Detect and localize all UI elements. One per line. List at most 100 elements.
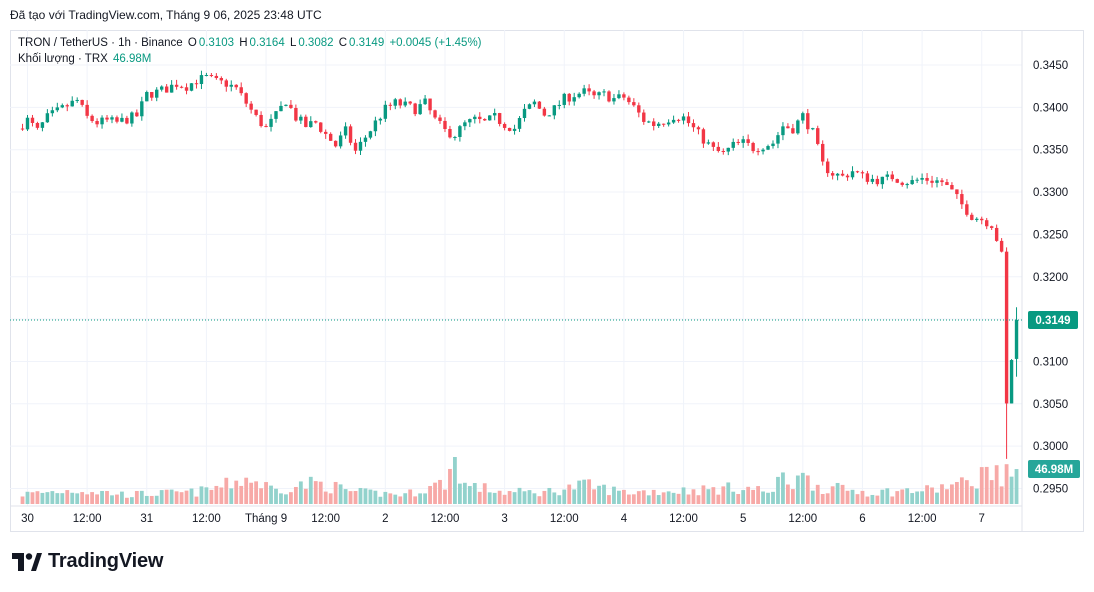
- candle-body: [294, 107, 298, 121]
- volume-bar: [741, 490, 746, 504]
- volume-bar: [567, 484, 572, 504]
- y-tick-label: 0.3100: [1033, 356, 1068, 368]
- volume-bar: [731, 491, 736, 504]
- candle-body: [80, 99, 84, 105]
- volume-bar: [70, 492, 75, 504]
- volume-bar: [413, 496, 418, 504]
- volume-bar: [959, 477, 964, 504]
- candle-body: [781, 126, 785, 136]
- volume-bar: [100, 490, 104, 504]
- candle-body: [488, 115, 492, 121]
- volume-bar: [552, 492, 557, 504]
- volume-bar: [572, 489, 577, 504]
- candle-body: [661, 123, 666, 125]
- y-tick-label: 0.3050: [1033, 399, 1068, 411]
- candle-body: [696, 127, 701, 130]
- volume-bar: [333, 481, 338, 504]
- candle-body: [418, 104, 422, 115]
- chart-legend: TRON / TetherUS · 1h · Binance O 0.3103 H…: [18, 35, 484, 67]
- volume-bar: [75, 493, 80, 504]
- candle-body: [786, 126, 790, 129]
- candle-body: [393, 99, 397, 106]
- volume-bar: [45, 492, 50, 504]
- volume-bar: [582, 479, 587, 504]
- volume-bar: [110, 495, 114, 504]
- candle-body: [224, 80, 228, 87]
- candle-body: [825, 161, 830, 174]
- candle-body: [577, 93, 581, 98]
- x-tick-label: 12:00: [908, 513, 937, 525]
- candle-body: [368, 131, 373, 138]
- volume-bar: [870, 494, 875, 504]
- volume-bar: [323, 491, 328, 504]
- candlestick-chart[interactable]: 0.3450 0.3400 0.3350 0.3300 0.3250 0.3200 0.31…: [10, 30, 1084, 532]
- volume-bar: [244, 477, 249, 504]
- x-tick-label: 12:00: [192, 513, 221, 525]
- candle-body: [746, 139, 750, 143]
- volume-bar: [40, 492, 45, 504]
- volume-bar: [428, 486, 432, 504]
- candle-body: [940, 180, 944, 183]
- volume-bar: [174, 491, 179, 504]
- candle-body: [985, 220, 989, 227]
- y-tick-label: 0.3400: [1033, 102, 1068, 114]
- volume-bar: [1004, 464, 1009, 504]
- candle-body: [632, 102, 636, 106]
- candle-body: [95, 121, 99, 125]
- candle-body: [378, 118, 383, 121]
- candle-body: [314, 121, 318, 123]
- volume-bar: [751, 489, 756, 504]
- volume-bar: [527, 490, 532, 504]
- candle-body: [647, 121, 651, 123]
- candle-body: [865, 173, 870, 182]
- legend-open-label: O: [187, 37, 197, 49]
- volume-bar: [194, 496, 199, 504]
- volume-bar: [234, 480, 239, 504]
- candle-body: [174, 84, 179, 87]
- x-tick-label: 12:00: [431, 513, 460, 525]
- candle-body: [403, 101, 407, 106]
- volume-bar: [825, 493, 830, 504]
- candle-body: [497, 113, 502, 124]
- last-volume-badge: [1028, 460, 1080, 478]
- candle-body: [791, 128, 795, 134]
- volume-bar: [328, 493, 333, 504]
- volume-bar: [557, 495, 562, 504]
- candle-body: [159, 86, 164, 90]
- candle-body: [398, 99, 402, 106]
- volume-bar: [20, 496, 25, 504]
- candle-body: [164, 86, 169, 93]
- candle-body: [249, 103, 253, 110]
- volume-bar: [542, 490, 547, 504]
- candle-body: [274, 111, 278, 119]
- candle-body: [527, 104, 532, 109]
- candle-body: [572, 97, 576, 102]
- candle-body: [607, 91, 611, 102]
- volume-bar: [139, 490, 144, 504]
- candle-body: [319, 122, 323, 132]
- candle-body: [726, 147, 730, 152]
- candle-body: [373, 120, 378, 132]
- candle-body: [557, 104, 561, 106]
- candle-body: [428, 98, 432, 111]
- candle-body: [960, 194, 964, 205]
- candle-body: [150, 91, 154, 98]
- volume-bar: [358, 487, 363, 504]
- volume-bar: [149, 495, 154, 504]
- candle-body: [264, 126, 268, 128]
- candle-body: [85, 104, 89, 116]
- volume-bar: [895, 491, 900, 504]
- candle-body: [761, 149, 765, 152]
- candle-body: [602, 91, 606, 93]
- y-tick-label: 0.3250: [1033, 229, 1068, 241]
- volume-bar: [264, 482, 268, 504]
- candle-body: [955, 189, 959, 195]
- volume-bar: [378, 496, 383, 504]
- candle-body: [999, 240, 1004, 252]
- tradingview-footer[interactable]: TradingView: [12, 550, 163, 573]
- volume-bar: [850, 489, 855, 504]
- chart-grid: [10, 30, 1023, 532]
- volume-bar: [65, 490, 70, 504]
- candle-body: [229, 84, 233, 87]
- volume-bar: [313, 481, 318, 504]
